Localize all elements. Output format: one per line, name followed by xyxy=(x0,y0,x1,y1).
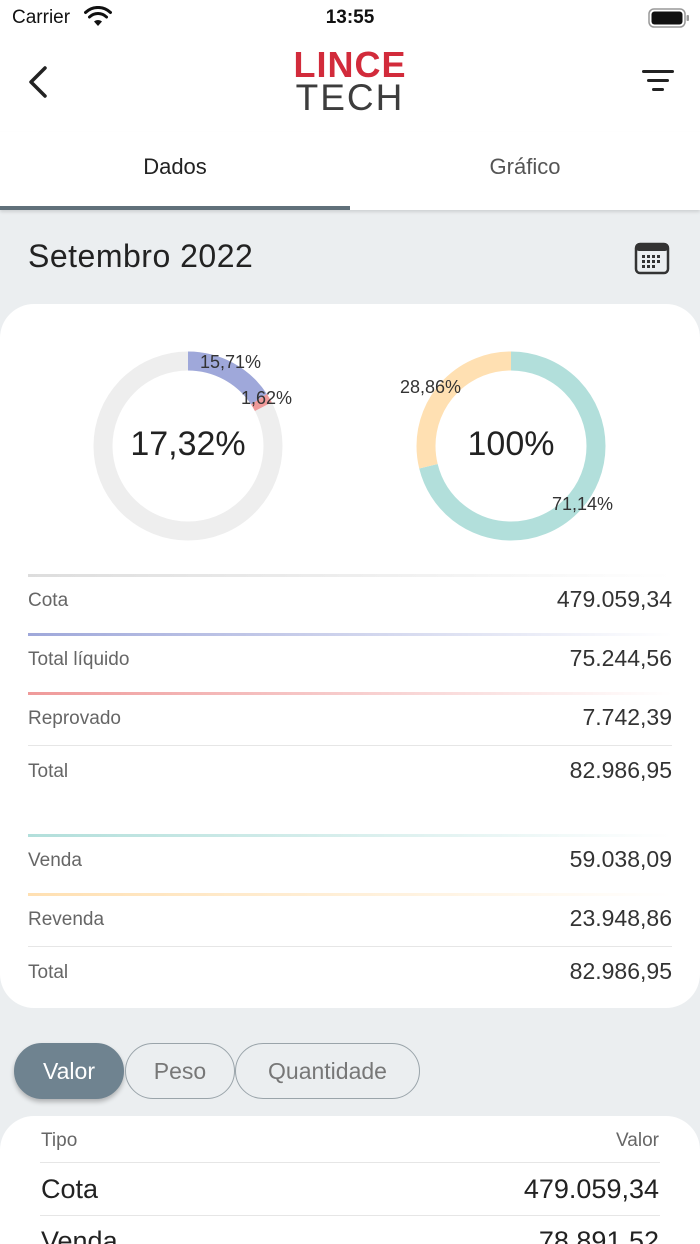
back-button[interactable] xyxy=(20,62,60,102)
values-table: Tipo Valor Cota 479.059,34 Venda 78.891,… xyxy=(0,1116,700,1244)
filter-button[interactable] xyxy=(640,66,676,96)
table-cell-value: 479.059,34 xyxy=(523,1174,659,1204)
row-value: 59.038,09 xyxy=(569,846,672,872)
donut-segment-liquid xyxy=(93,351,283,541)
row-total-group2: Total 82.986,95 xyxy=(28,946,672,1004)
row-value: 82.986,95 xyxy=(569,757,672,783)
donut-chart-sales xyxy=(416,351,606,541)
chip-valor[interactable]: Valor xyxy=(14,1043,124,1099)
donut-chart-approval xyxy=(93,351,283,541)
row-value: 7.742,39 xyxy=(582,704,672,730)
wifi-icon xyxy=(84,5,112,33)
chevron-left-icon xyxy=(29,66,47,98)
status-bar: Carrier 13:55 xyxy=(0,0,700,36)
row-total-group1: Total 82.986,95 xyxy=(28,745,672,803)
row-label: Reprovado xyxy=(28,708,121,729)
row-value: 82.986,95 xyxy=(569,958,672,984)
donut-right-label-venda: 71,14% xyxy=(552,494,614,514)
row-color-line xyxy=(28,633,672,636)
donut-segment-revenda xyxy=(416,351,606,541)
period-title: Setembro 2022 xyxy=(28,238,254,274)
table-separator xyxy=(40,1215,660,1216)
filter-icon xyxy=(642,70,674,91)
donut-right-center-label: 100% xyxy=(467,425,555,463)
summary-card: 17,32% 15,71% 1,62% 100% 71,14% 28,86% C… xyxy=(0,304,700,1008)
chip-peso[interactable]: Peso xyxy=(125,1043,235,1099)
donut-left-label-rejected: 1,62% xyxy=(241,388,293,408)
row-separator xyxy=(28,745,672,746)
row-label: Total xyxy=(28,962,69,983)
row-color-line xyxy=(28,574,672,577)
row-separator xyxy=(28,946,672,947)
row-label: Cota xyxy=(28,590,69,611)
donut-right-label-revenda: 28,86% xyxy=(400,377,462,397)
row-reprovado: Reprovado 7.742,39 xyxy=(28,692,672,750)
donut-left-center-label: 17,32% xyxy=(130,425,246,463)
table-cell-type: Cota xyxy=(41,1174,99,1204)
logo-text-bottom: TECH xyxy=(295,77,405,118)
row-label: Total líquido xyxy=(28,649,130,670)
battery-icon xyxy=(648,8,690,33)
row-color-line xyxy=(28,834,672,837)
row-value: 479.059,34 xyxy=(556,586,672,612)
metric-filter-chips: Valor Peso Quantidade xyxy=(0,1040,700,1102)
logo-text-top: LINCE xyxy=(293,44,407,85)
period-header: Setembro 2022 xyxy=(0,210,700,304)
calendar-icon xyxy=(634,242,670,275)
carrier-label: Carrier xyxy=(12,7,71,28)
row-revenda: Revenda 23.948,86 xyxy=(28,893,672,951)
row-label: Revenda xyxy=(28,909,105,930)
donut-left-label-liquid: 15,71% xyxy=(200,352,262,372)
row-value: 23.948,86 xyxy=(569,905,672,931)
top-bar: LINCE TECH xyxy=(0,36,700,132)
tab-grafico[interactable]: Gráfico xyxy=(489,154,561,179)
row-color-line xyxy=(28,893,672,896)
table-separator xyxy=(40,1162,660,1163)
table-cell-value: 78.891,52 xyxy=(538,1226,659,1244)
tab-bar: Dados Gráfico xyxy=(0,132,700,210)
column-header-tipo: Tipo xyxy=(41,1130,78,1151)
row-venda: Venda 59.038,09 xyxy=(28,834,672,892)
row-cota: Cota 479.059,34 xyxy=(28,574,672,632)
row-color-line xyxy=(28,692,672,695)
tab-dados[interactable]: Dados xyxy=(0,132,350,210)
row-label: Venda xyxy=(28,850,82,871)
clock: 13:55 xyxy=(325,7,375,28)
row-total-liquido: Total líquido 75.244,56 xyxy=(28,633,672,691)
column-header-valor: Valor xyxy=(616,1130,659,1151)
row-value: 75.244,56 xyxy=(569,645,672,671)
calendar-button[interactable] xyxy=(634,240,670,276)
lincetech-logo: LINCE TECH xyxy=(292,44,408,118)
table-cell-type: Venda xyxy=(41,1226,118,1244)
chip-quantidade[interactable]: Quantidade xyxy=(235,1043,420,1099)
row-label: Total xyxy=(28,761,69,782)
